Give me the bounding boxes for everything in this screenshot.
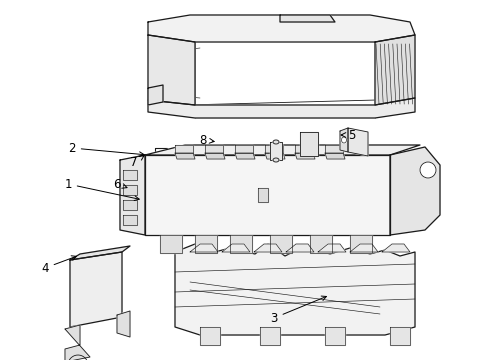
Polygon shape [258,188,267,202]
Polygon shape [264,145,283,153]
Polygon shape [389,147,439,235]
Polygon shape [70,246,130,260]
Text: 8: 8 [199,134,214,147]
Polygon shape [235,153,254,159]
Text: 5: 5 [341,129,355,141]
Polygon shape [294,153,314,159]
Polygon shape [222,244,249,252]
Polygon shape [190,244,218,252]
Ellipse shape [272,140,279,144]
Polygon shape [325,327,345,345]
Ellipse shape [272,158,279,162]
Polygon shape [123,200,137,210]
Polygon shape [148,85,163,105]
Polygon shape [325,145,342,153]
Polygon shape [381,244,409,252]
Polygon shape [253,244,282,252]
Polygon shape [120,155,145,235]
Text: 2: 2 [68,141,144,157]
Polygon shape [148,15,414,42]
Polygon shape [200,327,220,345]
Polygon shape [339,128,347,152]
Polygon shape [269,142,282,160]
Polygon shape [123,215,137,225]
Text: 6: 6 [113,177,127,190]
Polygon shape [285,244,313,252]
Polygon shape [65,325,90,360]
Polygon shape [264,153,285,159]
Polygon shape [229,235,251,253]
Ellipse shape [341,137,346,143]
Polygon shape [260,327,280,345]
Polygon shape [309,235,331,253]
Polygon shape [294,145,312,153]
Polygon shape [148,35,195,105]
Text: 7: 7 [130,156,144,168]
Polygon shape [70,252,122,327]
Polygon shape [204,145,223,153]
Polygon shape [235,145,252,153]
Polygon shape [175,153,195,159]
Polygon shape [148,98,414,118]
Polygon shape [160,235,182,253]
Polygon shape [145,145,419,155]
Polygon shape [317,244,346,252]
Polygon shape [175,244,414,335]
Polygon shape [145,155,389,235]
Polygon shape [349,235,371,253]
Polygon shape [123,185,137,195]
Polygon shape [347,128,367,156]
Polygon shape [349,244,377,252]
Polygon shape [204,153,224,159]
Text: 4: 4 [41,256,76,274]
Polygon shape [117,311,130,337]
Polygon shape [195,235,217,253]
Polygon shape [123,170,137,180]
Polygon shape [175,145,193,153]
Polygon shape [299,132,317,156]
Polygon shape [280,15,334,22]
Polygon shape [325,153,345,159]
Text: 3: 3 [270,296,326,324]
Circle shape [419,162,435,178]
Polygon shape [269,235,291,253]
Polygon shape [374,35,414,105]
Text: 1: 1 [64,177,139,201]
Polygon shape [389,327,409,345]
